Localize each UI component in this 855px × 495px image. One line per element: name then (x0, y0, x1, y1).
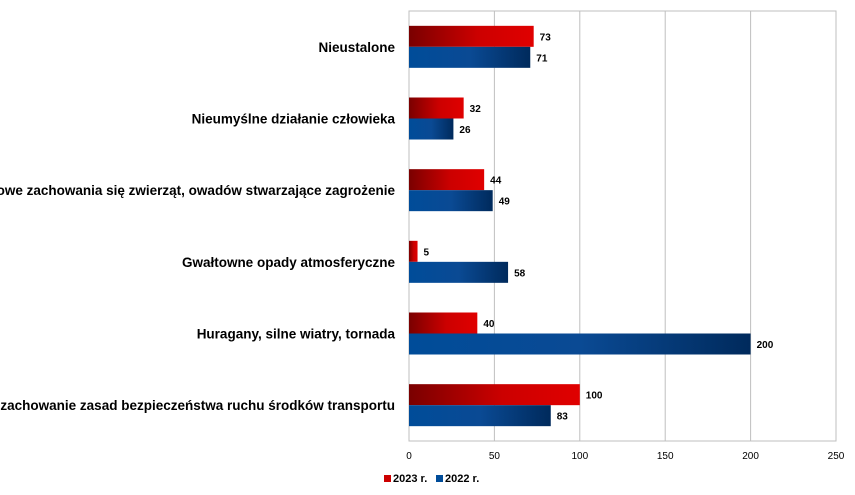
grid-layer: 0 50 100 150 200 250 (406, 10, 845, 462)
bar-series-2023 (409, 97, 464, 119)
x-tick-label: 250 (828, 451, 845, 462)
bar-series-2022 (409, 46, 531, 68)
category-label: Nieustalone (318, 40, 395, 55)
bar-series-2023 (409, 312, 478, 334)
category-label: Nieumyślne działanie człowieka (192, 112, 396, 127)
labels-layer: Nieustalone 73 71 Nieumyślne działanie czło… (0, 32, 774, 422)
legend-swatch (384, 475, 391, 482)
x-tick-label: 0 (406, 451, 412, 462)
data-label: 73 (540, 32, 552, 43)
data-label: 44 (490, 176, 502, 187)
data-label: 58 (514, 268, 526, 279)
category-label: Gwałtowne opady atmosferyczne (182, 255, 396, 270)
data-label: 26 (459, 125, 471, 136)
plot-area-border (408, 10, 837, 442)
data-label: 100 (586, 391, 603, 402)
data-label: 71 (536, 53, 548, 64)
bar-series-2022 (409, 261, 509, 283)
bar-series-2023 (409, 384, 580, 406)
bar-series-2023 (409, 169, 485, 191)
data-label: 5 (424, 247, 430, 258)
bars-layer (409, 25, 751, 427)
bar-series-2022 (409, 333, 751, 355)
legend-label: 2023 r. (393, 473, 427, 485)
category-label: Huragany, silne wiatry, tornada (197, 327, 396, 342)
category-label: Niezachowanie zasad bezpieczeństwa ruchu… (0, 398, 395, 413)
x-tick-label: 50 (489, 451, 501, 462)
bar-series-2022 (409, 118, 454, 140)
x-tick-label: 150 (657, 451, 674, 462)
data-label: 40 (483, 319, 495, 330)
data-label: 49 (499, 197, 511, 208)
category-label: Nietypowe zachowania się zwierząt, owadó… (0, 183, 395, 198)
bar-series-2023 (409, 25, 534, 47)
bar-series-2022 (409, 190, 493, 212)
x-tick-label: 100 (571, 451, 588, 462)
legend: 2023 r. 2022 r. (384, 473, 479, 485)
bar-series-2023 (409, 240, 418, 262)
legend-label: 2022 r. (445, 473, 479, 485)
data-label: 32 (470, 104, 482, 115)
x-tick-label: 200 (742, 451, 759, 462)
bar-series-2022 (409, 405, 551, 427)
data-label: 200 (757, 340, 774, 351)
data-label: 83 (557, 412, 569, 423)
legend-swatch (436, 475, 443, 482)
